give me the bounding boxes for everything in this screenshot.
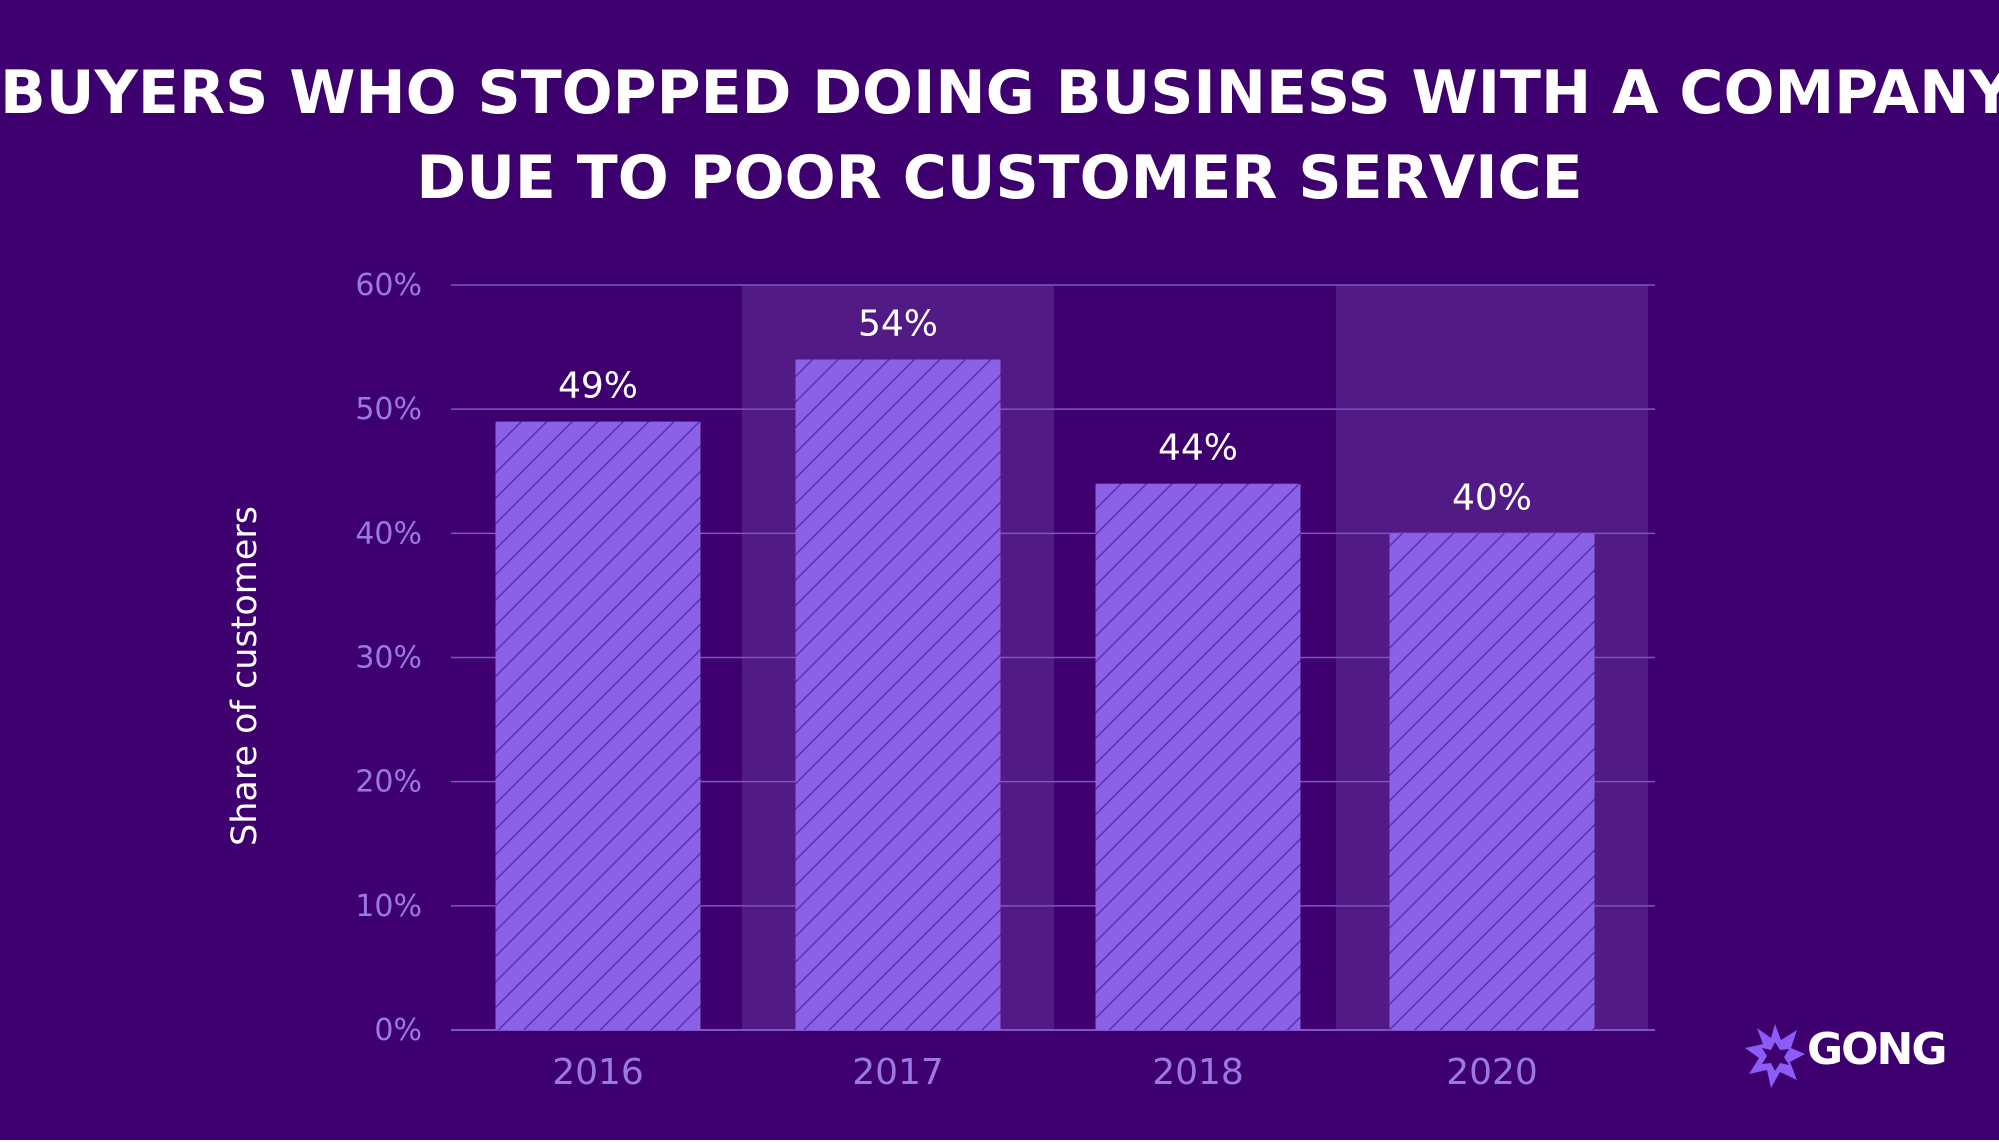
bar-2018 (1095, 483, 1301, 1031)
data-labels: 49% 54% 44% 40% (558, 304, 1532, 519)
y-tick-label: 20% (355, 765, 422, 800)
x-axis-labels: 2016 2017 2018 2020 (552, 1052, 1538, 1093)
data-label: 54% (858, 304, 938, 345)
gong-logo: GONG (1745, 1022, 1947, 1092)
bar-2020 (1389, 533, 1595, 1030)
x-tick-label: 2017 (852, 1052, 944, 1093)
chart-title-line-1: BUYERS WHO STOPPED DOING BUSINESS WITH A… (0, 58, 1999, 128)
y-axis-ticks: 0% 10% 20% 30% 40% 50% 60% (355, 268, 422, 1048)
data-label: 44% (1158, 428, 1238, 469)
logo-text: GONG (1807, 1024, 1947, 1075)
bar-2017 (795, 359, 1001, 1030)
y-tick-label: 0% (374, 1013, 422, 1048)
x-tick-label: 2020 (1446, 1052, 1538, 1093)
y-tick-label: 10% (355, 889, 422, 924)
data-label: 49% (558, 366, 638, 407)
starburst-icon (1745, 1024, 1805, 1088)
y-tick-label: 60% (355, 268, 422, 303)
y-tick-label: 30% (355, 641, 422, 676)
x-tick-label: 2018 (1152, 1052, 1244, 1093)
data-label: 40% (1452, 477, 1532, 518)
x-tick-label: 2016 (552, 1052, 644, 1093)
bottom-border (0, 1140, 1999, 1143)
y-tick-label: 40% (355, 516, 422, 551)
y-tick-label: 50% (355, 392, 422, 427)
bars (495, 359, 1595, 1031)
bar-2016 (495, 421, 701, 1030)
chart-title-line-2: DUE TO POOR CUSTOMER SERVICE (416, 143, 1583, 213)
y-axis-title: Share of customers (225, 506, 265, 846)
